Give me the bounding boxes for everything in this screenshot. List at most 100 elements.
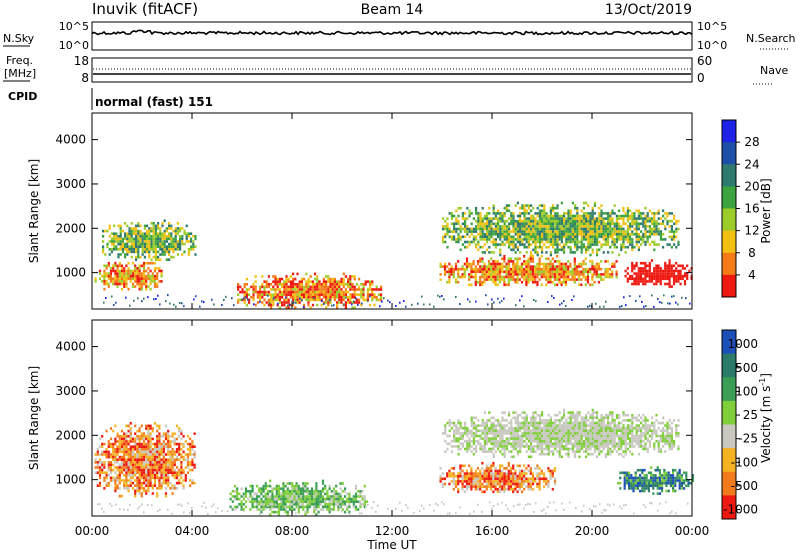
velocity-cell — [260, 508, 263, 511]
velocity-cell — [485, 480, 488, 483]
power-cell — [564, 283, 568, 287]
power-cell — [309, 290, 312, 294]
power-cell — [662, 214, 665, 218]
velocity-cell — [189, 437, 192, 441]
velocity-cell — [505, 474, 508, 478]
velocity-cell — [116, 453, 119, 456]
power-cell — [274, 288, 277, 291]
power-cell — [640, 222, 643, 226]
power-cell — [375, 296, 378, 299]
power-cell — [154, 245, 157, 248]
velocity-cell — [269, 505, 272, 509]
power-cell — [459, 275, 462, 279]
power-cell — [672, 269, 676, 273]
power-cell — [574, 219, 577, 223]
power-cell — [276, 293, 279, 296]
velocity-cell — [512, 477, 515, 481]
power-cell — [118, 282, 121, 286]
velocity-cell — [326, 495, 329, 498]
power-cell — [342, 272, 345, 276]
power-speckle — [343, 303, 345, 306]
velocity-cell — [169, 466, 172, 469]
power-cell — [536, 222, 539, 226]
velocity-cell — [129, 432, 132, 435]
power-cell — [637, 277, 640, 281]
power-cell — [549, 273, 552, 276]
power-cell — [653, 214, 656, 218]
velocity-cell — [481, 421, 484, 425]
velocity-cell — [178, 479, 181, 482]
power-cell — [320, 283, 323, 286]
power-cell — [518, 278, 521, 281]
power-cell — [586, 267, 590, 271]
power-cell — [598, 225, 601, 228]
velocity-cell — [173, 463, 176, 467]
power-cell — [571, 214, 574, 218]
velocity-cell — [275, 503, 278, 506]
power-cell — [635, 227, 638, 231]
power-cell — [128, 237, 131, 241]
velocity-cell — [114, 484, 117, 487]
power-cell — [657, 212, 660, 215]
power-cell — [525, 251, 528, 254]
velocity-cell — [470, 480, 473, 483]
velocity-cell — [326, 508, 329, 511]
power-cell — [534, 225, 537, 228]
power-cell — [525, 209, 528, 213]
velocity-cell — [160, 461, 163, 464]
power-cell — [475, 235, 478, 239]
power-cell — [481, 230, 484, 233]
velocity-cell — [158, 424, 161, 428]
velocity-cell — [277, 503, 281, 506]
power-cell — [163, 235, 166, 238]
power-cell — [624, 274, 627, 278]
velocity-cell — [523, 480, 526, 483]
velocity-cell — [315, 500, 318, 503]
velocity-cell — [446, 442, 449, 446]
velocity-cell — [171, 440, 174, 443]
power-cell — [130, 222, 133, 225]
velocity-cell — [158, 453, 161, 456]
velocity-cell — [509, 487, 513, 491]
power-cell — [523, 204, 526, 207]
power-cell — [653, 267, 656, 270]
power-cell — [591, 243, 594, 246]
power-cell — [452, 270, 455, 274]
power-cell — [600, 204, 603, 207]
power-cell — [161, 245, 164, 248]
power-cell — [510, 214, 513, 218]
power-cell — [351, 301, 354, 304]
velocity-cell — [116, 448, 119, 451]
velocity-cell — [315, 495, 318, 498]
power-cell — [138, 287, 141, 291]
power-cell — [644, 267, 647, 270]
velocity-cell — [348, 510, 351, 514]
power-cell — [461, 265, 464, 268]
power-cell — [529, 273, 532, 276]
velocity-cell — [481, 467, 484, 470]
velocity-cell — [490, 426, 493, 430]
velocity-cell — [158, 437, 161, 441]
power-cell — [159, 258, 162, 261]
power-cell — [554, 251, 557, 254]
power-cell — [481, 225, 484, 228]
power-cell — [503, 212, 506, 215]
velocity-cell — [160, 463, 163, 467]
velocity-cell — [140, 461, 143, 464]
velocity-cell — [551, 469, 554, 473]
power-cell — [347, 298, 350, 302]
power-cell — [648, 232, 651, 236]
power-cell — [536, 275, 539, 279]
velocity-cell — [275, 497, 278, 501]
power-cell — [135, 237, 138, 241]
velocity-cell — [481, 437, 484, 440]
power-cell — [582, 219, 585, 223]
velocity-cell — [125, 440, 128, 443]
velocity-cell — [337, 495, 340, 498]
power-cell — [150, 248, 153, 251]
power-cell — [600, 222, 603, 226]
power-cell — [538, 232, 541, 236]
power-cell — [659, 238, 662, 241]
power-cell — [642, 272, 645, 275]
power-cell — [114, 280, 117, 283]
